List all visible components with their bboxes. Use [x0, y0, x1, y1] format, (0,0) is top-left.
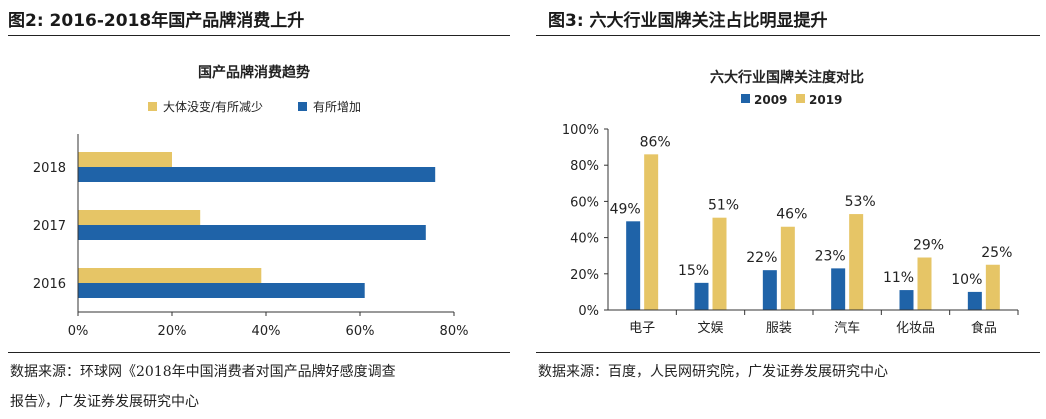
- chart1-category-label: 2016: [33, 277, 66, 292]
- chart2-bar-电子-2009: [626, 221, 641, 310]
- chart2-data-label: 51%: [708, 198, 739, 214]
- chart2-legend-label-1: 2019: [809, 93, 842, 107]
- left-panel-heading: 图2: 2016-2018年国产品牌消费上升: [8, 11, 305, 31]
- chart2-y-tick-label: 40%: [570, 232, 599, 247]
- chart1-category-label: 2017: [33, 219, 66, 234]
- chart2-y-tick-label: 0%: [578, 304, 599, 319]
- chart2-category-label: 电子: [629, 321, 655, 336]
- chart1-title: 国产品牌消费趋势: [198, 64, 310, 81]
- chart2-bar-化妆品-2009: [899, 290, 914, 310]
- chart2-data-label: 46%: [776, 207, 807, 223]
- chart1-x-tick-label: 20%: [158, 324, 187, 339]
- chart2-data-label: 25%: [981, 245, 1012, 261]
- chart2-data-label: 29%: [913, 238, 944, 254]
- right-panel-heading: 图3: 六大行业国牌关注占比明显提升: [548, 11, 828, 31]
- chart2-y-tick-label: 20%: [570, 268, 599, 283]
- chart2-bar-文娱-2009: [694, 282, 709, 310]
- chart1-x-tick-label: 60%: [346, 324, 375, 339]
- chart1-x-tick-label: 40%: [252, 324, 281, 339]
- chart1-bar-2018-1: [78, 167, 436, 182]
- chart2-category-label: 汽车: [834, 320, 860, 336]
- left-source-line1: 数据来源：环球网《2018年中国消费者对国产品牌好感度调查: [10, 364, 396, 380]
- chart2-data-label: 22%: [746, 250, 777, 266]
- chart1-bar-2017-0: [78, 210, 201, 225]
- chart1-legend-label-1: 有所增加: [313, 100, 361, 114]
- chart2-category-label: 文娱: [697, 321, 723, 336]
- chart1-bar-2018-0: [78, 152, 172, 167]
- chart2-bar-电子-2019: [644, 154, 659, 310]
- chart2-data-label: 11%: [883, 270, 914, 286]
- left-source-line2: 报告》，广发证券发展研究中心: [10, 394, 199, 410]
- chart2-category-label: 服装: [766, 321, 792, 336]
- chart2-y-tick-label: 80%: [570, 159, 599, 174]
- chart1-bar-2016-0: [78, 268, 262, 283]
- chart2-bar-服装-2009: [762, 270, 777, 310]
- chart2-legend-swatch-0: [741, 94, 750, 103]
- chart2-bar-服装-2019: [780, 226, 795, 310]
- right-heading-rule: [536, 35, 1040, 36]
- chart2-data-label: 10%: [951, 272, 982, 288]
- chart1-bar-2017-1: [78, 225, 426, 240]
- chart2-bar-食品-2009: [967, 291, 982, 310]
- chart2-category-label: 食品: [971, 320, 997, 336]
- chart1-legend-swatch-1: [298, 102, 307, 111]
- chart2-bar-文娱-2019: [712, 217, 727, 310]
- right-source-rule: [536, 352, 1040, 353]
- chart2-bar-食品-2019: [985, 264, 1000, 310]
- chart1-legend-swatch-0: [148, 102, 157, 111]
- chart1-category-label: 2018: [33, 161, 66, 176]
- chart2-y-tick-label: 60%: [570, 195, 599, 210]
- chart2-category-label: 化妆品: [896, 321, 935, 336]
- chart1-x-tick-label: 80%: [440, 324, 469, 339]
- chart2-y-tick-label: 100%: [562, 123, 599, 138]
- chart1-bar-2016-1: [78, 283, 365, 298]
- chart2-data-label: 53%: [845, 194, 876, 210]
- chart2-data-label: 15%: [678, 263, 709, 279]
- right-source: 数据来源：百度，人民网研究院，广发证券发展研究中心: [538, 364, 888, 380]
- chart2-data-label: 86%: [640, 134, 671, 150]
- chart2-data-label: 49%: [610, 201, 641, 217]
- chart2-legend-swatch-1: [796, 94, 805, 103]
- chart2-data-label: 23%: [815, 248, 846, 264]
- chart2-title: 六大行业国牌关注度对比: [710, 69, 864, 86]
- chart2-legend-label-0: 2009: [754, 93, 787, 107]
- left-source-rule: [8, 352, 510, 353]
- chart1-legend-label-0: 大体没变/有所减少: [163, 99, 263, 114]
- chart2-bar-汽车-2019: [849, 214, 864, 310]
- chart1-x-tick-label: 0%: [68, 324, 89, 339]
- chart2-bar-汽车-2009: [831, 268, 846, 310]
- left-heading-rule: [8, 35, 510, 36]
- chart2-bar-化妆品-2019: [917, 257, 932, 310]
